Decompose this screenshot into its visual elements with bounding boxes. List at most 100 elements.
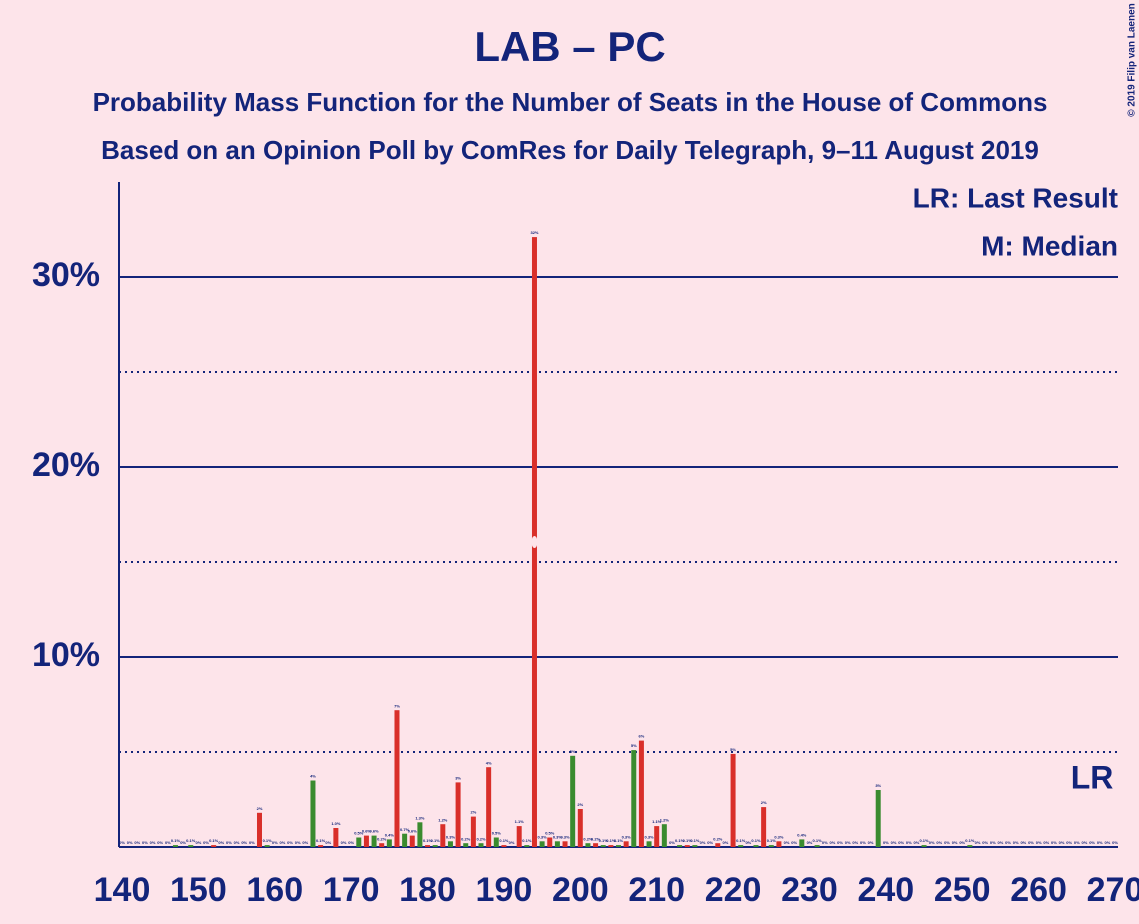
value-label: 0%	[784, 840, 790, 845]
value-label: 0%	[280, 840, 286, 845]
value-label: 0%	[723, 840, 729, 845]
value-label: 0%	[975, 840, 981, 845]
value-label: 0%	[891, 840, 897, 845]
value-label: 0%	[1028, 840, 1034, 845]
value-label: 0%	[195, 840, 201, 845]
value-label: 0%	[1104, 840, 1110, 845]
value-label: 0.4%	[797, 832, 807, 837]
value-label: 2%	[257, 806, 263, 811]
chart-subtitle: Probability Mass Function for the Number…	[93, 87, 1048, 117]
value-label: 0.3%	[774, 834, 784, 839]
bar	[478, 843, 484, 847]
value-label: 0%	[1074, 840, 1080, 845]
value-label: 0.4%	[385, 832, 395, 837]
value-label: 0%	[226, 840, 232, 845]
value-label: 1.2%	[438, 817, 448, 822]
value-label: 0.1%	[431, 838, 441, 843]
value-label: 0%	[898, 840, 904, 845]
value-label: 2%	[470, 810, 476, 815]
bar	[256, 812, 262, 847]
bar	[432, 845, 438, 847]
value-label: 0.1%	[423, 838, 433, 843]
value-label: 0.1%	[690, 838, 700, 843]
value-label: 0%	[249, 840, 255, 845]
value-label: 0%	[119, 840, 125, 845]
bar	[394, 710, 400, 847]
value-label: 0.2%	[377, 836, 387, 841]
value-label: 0.1%	[606, 838, 616, 843]
value-label: 0.1%	[186, 838, 196, 843]
value-label: 0%	[906, 840, 912, 845]
bar	[585, 843, 591, 847]
copyright: © 2019 Filip van Laenen	[1127, 3, 1138, 117]
value-label: 0%	[829, 840, 835, 845]
value-label: 0.2%	[583, 836, 593, 841]
bar	[684, 845, 690, 847]
value-label: 0.3%	[538, 834, 548, 839]
value-label: 0%	[914, 840, 920, 845]
bar	[356, 837, 362, 847]
value-label: 0.3%	[644, 834, 654, 839]
bar	[768, 845, 774, 847]
bar	[440, 824, 446, 847]
value-label: 1.1%	[652, 819, 662, 824]
value-label: 1.0%	[331, 821, 341, 826]
value-label: 0%	[998, 840, 1004, 845]
bar	[333, 828, 339, 847]
bar	[409, 835, 415, 847]
legend-entry: LR: Last Result	[913, 182, 1118, 213]
x-tick-label: 260	[1010, 871, 1067, 909]
value-label: 5%	[631, 743, 637, 748]
value-label: 0.1%	[683, 838, 693, 843]
value-label: 0%	[936, 840, 942, 845]
value-label: 0.1%	[614, 838, 624, 843]
value-label: 0%	[341, 840, 347, 845]
bar	[623, 841, 629, 847]
x-tick-label: 240	[857, 871, 914, 909]
value-label: 0%	[127, 840, 133, 845]
bar	[554, 841, 560, 847]
bar	[661, 824, 667, 847]
value-label: 0%	[142, 840, 148, 845]
x-tick-label: 180	[399, 871, 456, 909]
value-label: 0%	[700, 840, 706, 845]
bar	[318, 845, 324, 847]
value-label: 0%	[883, 840, 889, 845]
value-label: 0%	[952, 840, 958, 845]
value-label: 0.2%	[591, 836, 601, 841]
bar	[310, 780, 316, 847]
bar	[570, 755, 576, 847]
value-label: 2%	[761, 800, 767, 805]
x-tick-label: 220	[705, 871, 762, 909]
value-label: 0.2%	[461, 836, 471, 841]
value-label: 0%	[509, 840, 515, 845]
value-label: 0.1%	[813, 838, 823, 843]
value-label: 0%	[845, 840, 851, 845]
bar	[738, 845, 744, 847]
value-label: 0.2%	[476, 836, 486, 841]
legend-entry: M: Median	[981, 230, 1118, 261]
x-tick-label: 170	[323, 871, 380, 909]
bar	[363, 835, 369, 847]
value-label: 5%	[570, 749, 576, 754]
bar	[638, 740, 644, 847]
bar	[921, 845, 927, 847]
value-label: 0.2%	[713, 836, 723, 841]
value-label: 0%	[180, 840, 186, 845]
bar	[417, 822, 423, 847]
bar	[516, 826, 522, 847]
bar	[547, 837, 553, 847]
bar	[211, 845, 217, 847]
value-label: 0%	[982, 840, 988, 845]
value-label: 7%	[394, 703, 400, 708]
x-tick-label: 250	[934, 871, 991, 909]
value-label: 1.2%	[660, 817, 670, 822]
value-label: 0%	[234, 840, 240, 845]
bar	[577, 809, 583, 847]
value-label: 0.3%	[560, 834, 570, 839]
bar	[455, 782, 461, 847]
value-label: 0%	[822, 840, 828, 845]
bar	[600, 845, 606, 847]
bar	[715, 843, 721, 847]
bar	[188, 845, 194, 847]
